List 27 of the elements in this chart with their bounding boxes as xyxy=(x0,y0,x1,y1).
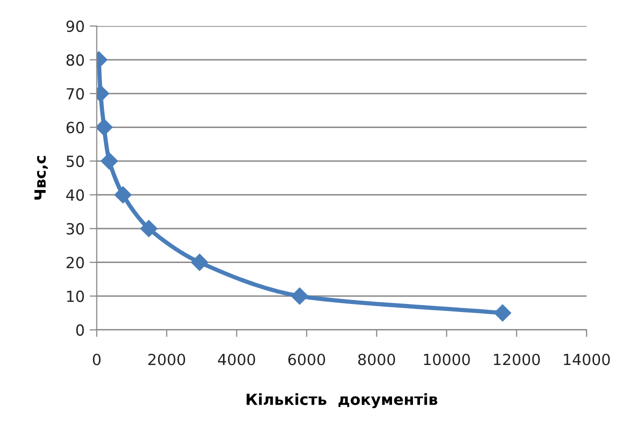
x-tick-label: 14000 xyxy=(564,354,610,366)
x-tick-label: 10000 xyxy=(424,354,470,366)
x-axis-title: Кількість документів xyxy=(246,393,438,408)
x-tick-label: 2000 xyxy=(148,354,186,366)
point xyxy=(96,118,113,136)
y-tick-label: 90 xyxy=(66,20,84,32)
y-tick-label: 50 xyxy=(66,156,84,168)
y-tick-label: 0 xyxy=(76,324,84,336)
point xyxy=(114,186,132,204)
x-tick-label: 8000 xyxy=(358,354,396,366)
x-tick-label: 4000 xyxy=(218,354,256,366)
y-tick-label: 30 xyxy=(66,223,84,235)
point xyxy=(191,254,208,271)
y-tick-label: 20 xyxy=(66,256,84,268)
point xyxy=(291,288,308,305)
y-tick-label: 60 xyxy=(66,122,84,134)
point xyxy=(494,304,512,322)
y-axis-title: Чвс,с xyxy=(34,156,48,200)
x-tick-label: 6000 xyxy=(288,354,326,366)
y-tick-label: 40 xyxy=(66,189,84,201)
point xyxy=(140,220,158,238)
x-tick-label: 12000 xyxy=(494,354,540,366)
x-tick-label: 0 xyxy=(92,354,101,366)
y-tick-label: 10 xyxy=(67,290,84,302)
y-tick-label: 70 xyxy=(66,88,84,100)
point xyxy=(100,152,118,170)
y-tick-label: 80 xyxy=(66,54,84,66)
